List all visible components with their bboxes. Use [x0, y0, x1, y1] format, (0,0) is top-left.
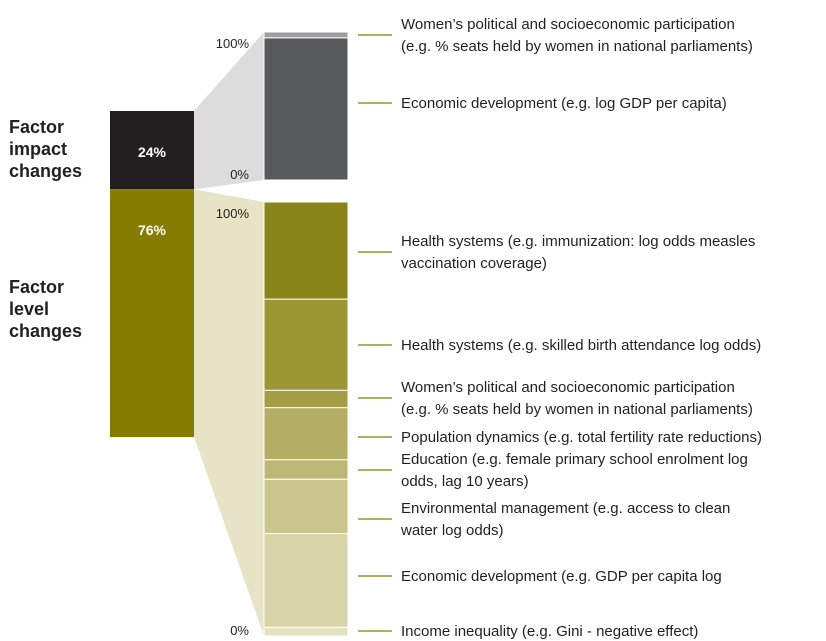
- segment-label: Education (e.g. female primary school en…: [401, 451, 748, 468]
- main-bar-percent-label: 24%: [138, 144, 167, 160]
- main-bar-percent-label: 76%: [138, 222, 167, 238]
- axis-tick-label: 0%: [230, 623, 249, 638]
- main-bar-segment: [110, 111, 194, 190]
- level-category-label: level: [9, 299, 49, 319]
- level-breakdown-bar: [263, 201, 349, 637]
- segment-label: water log odds): [400, 522, 504, 539]
- level-bar-segment: [263, 459, 349, 480]
- axis-tick-label: 0%: [230, 167, 249, 182]
- impact-breakdown-bar: [263, 31, 349, 181]
- segment-label: Women’s political and socioeconomic part…: [401, 16, 735, 33]
- segment-label: (e.g. % seats held by women in national …: [401, 401, 753, 418]
- level-fan: [194, 189, 264, 637]
- level-bar-segment: [263, 478, 349, 535]
- segment-label: Economic development (e.g. log GDP per c…: [401, 95, 727, 112]
- segment-label: vaccination coverage): [401, 255, 547, 272]
- impact-category-label: impact: [9, 139, 67, 159]
- segment-label: Income inequality (e.g. Gini - negative …: [401, 623, 698, 640]
- level-bar-segment: [263, 389, 349, 409]
- segment-annotations: Women’s political and socioeconomic part…: [358, 16, 762, 640]
- impact-category-label: Factor: [9, 117, 64, 137]
- axis-ticks: 100% 0% 100% 0%: [216, 36, 250, 638]
- level-category-label: Factor: [9, 277, 64, 297]
- main-stacked-bar: 24% 76%: [110, 111, 194, 437]
- axis-tick-label: 100%: [216, 206, 250, 221]
- impact-fan: [194, 32, 264, 190]
- impact-bar-segment: [263, 37, 349, 181]
- main-bar-segment: [110, 189, 194, 437]
- segment-label: Environmental management (e.g. access to…: [401, 500, 730, 517]
- level-bar-segment: [263, 626, 349, 637]
- segment-label: Women’s political and socioeconomic part…: [401, 379, 735, 396]
- level-category-label: changes: [9, 321, 82, 341]
- level-bar-segment: [263, 407, 349, 461]
- level-bar-segment: [263, 533, 349, 628]
- segment-label: Population dynamics (e.g. total fertilit…: [401, 429, 762, 446]
- segment-label: Economic development (e.g. GDP per capit…: [401, 568, 722, 585]
- level-bar-segment: [263, 201, 349, 300]
- impact-bar-segment: [263, 31, 349, 39]
- segment-label: odds, lag 10 years): [401, 473, 529, 490]
- segment-label: Health systems (e.g. immunization: log o…: [401, 233, 755, 250]
- impact-category-label: changes: [9, 161, 82, 181]
- level-bar-segment: [263, 298, 349, 391]
- axis-tick-label: 100%: [216, 36, 250, 51]
- connector-fans: [194, 32, 264, 637]
- segment-label: (e.g. % seats held by women in national …: [401, 38, 753, 55]
- segment-label: Health systems (e.g. skilled birth atten…: [401, 337, 761, 354]
